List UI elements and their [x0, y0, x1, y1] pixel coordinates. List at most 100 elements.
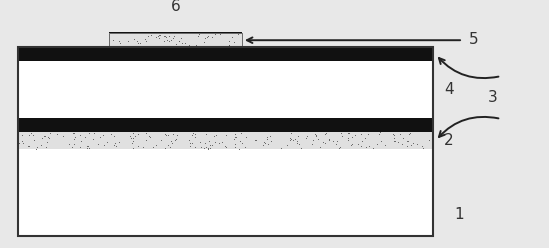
Point — [64, 142, 73, 146]
Point — [167, 142, 176, 146]
Point — [325, 137, 334, 141]
Point — [133, 144, 142, 148]
Point — [114, 140, 123, 144]
Point — [15, 141, 24, 145]
Point — [29, 138, 38, 142]
Point — [130, 37, 138, 41]
Point — [328, 139, 337, 143]
Point — [242, 135, 250, 139]
Point — [29, 133, 37, 137]
Point — [376, 130, 385, 134]
Point — [363, 132, 372, 136]
Bar — [18, 62, 433, 118]
Point — [43, 140, 52, 144]
Bar — [109, 33, 242, 47]
Point — [27, 131, 36, 135]
Point — [44, 136, 53, 140]
Point — [147, 33, 155, 37]
Point — [200, 35, 209, 39]
Point — [194, 32, 203, 36]
Point — [302, 136, 311, 140]
Point — [125, 134, 134, 138]
Point — [152, 35, 161, 39]
Point — [259, 140, 268, 144]
Point — [110, 134, 119, 138]
Point — [187, 141, 196, 145]
Point — [141, 37, 150, 41]
Point — [208, 35, 216, 39]
Point — [186, 144, 194, 148]
Point — [215, 32, 224, 36]
Point — [230, 145, 239, 149]
Point — [377, 139, 385, 143]
Point — [123, 39, 132, 43]
Point — [128, 146, 137, 150]
Point — [75, 133, 84, 137]
Point — [368, 146, 377, 150]
Point — [221, 133, 230, 137]
Point — [171, 42, 180, 46]
Point — [292, 139, 301, 143]
Point — [372, 142, 381, 146]
Point — [168, 36, 177, 40]
Point — [41, 134, 49, 138]
Point — [231, 142, 239, 146]
Point — [321, 141, 329, 145]
Point — [375, 131, 384, 135]
Point — [348, 135, 357, 139]
Point — [283, 143, 292, 147]
Point — [390, 136, 399, 140]
Point — [204, 34, 212, 38]
Point — [264, 142, 272, 146]
Bar — [18, 47, 433, 62]
Text: 1: 1 — [455, 207, 464, 222]
Point — [266, 139, 275, 143]
Point — [201, 132, 210, 136]
Point — [292, 141, 301, 145]
Point — [85, 131, 93, 135]
Point — [381, 143, 390, 147]
Point — [142, 138, 151, 142]
Point — [154, 33, 163, 37]
Point — [109, 38, 118, 42]
Point — [215, 141, 224, 145]
Point — [142, 131, 151, 135]
Point — [258, 143, 267, 147]
Point — [402, 139, 411, 143]
Point — [287, 131, 295, 135]
Text: 5: 5 — [468, 32, 478, 47]
Point — [174, 39, 183, 43]
Point — [171, 138, 180, 142]
Point — [362, 145, 371, 149]
Text: 2: 2 — [444, 133, 453, 148]
Point — [106, 44, 115, 48]
Point — [53, 132, 61, 136]
Point — [129, 136, 138, 140]
Bar — [18, 47, 433, 236]
Point — [361, 136, 369, 140]
Point — [390, 133, 399, 137]
Point — [128, 139, 137, 143]
Point — [131, 134, 139, 138]
Point — [346, 143, 355, 147]
Point — [185, 138, 194, 142]
Point — [356, 132, 365, 136]
Text: 6: 6 — [171, 0, 181, 14]
Point — [59, 134, 68, 138]
Bar — [18, 149, 433, 236]
Point — [418, 146, 427, 150]
Point — [236, 139, 244, 143]
Point — [33, 145, 42, 149]
Point — [172, 137, 181, 141]
Point — [403, 145, 412, 149]
Point — [307, 142, 316, 146]
Point — [24, 144, 33, 148]
Point — [177, 41, 186, 45]
Point — [189, 131, 198, 135]
Point — [336, 145, 345, 149]
Point — [238, 141, 247, 145]
Point — [211, 32, 220, 36]
Point — [186, 141, 194, 145]
Point — [407, 143, 416, 147]
Point — [201, 145, 210, 149]
